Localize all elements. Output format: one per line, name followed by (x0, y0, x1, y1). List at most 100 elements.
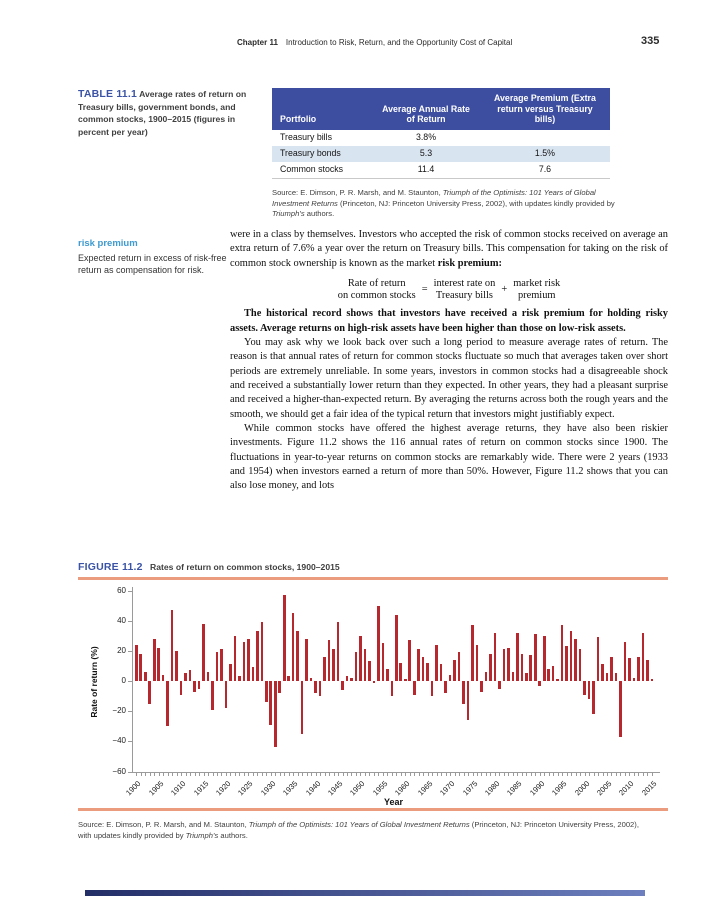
x-tick (557, 773, 559, 776)
bar (444, 681, 447, 694)
equation-line: on common stocks (337, 289, 416, 301)
bar (327, 640, 331, 681)
bar (359, 635, 362, 681)
source-book-title: Triumph of the Optimists: 101 Years of G… (272, 188, 596, 208)
y-axis-label: Rate of return (%) (89, 645, 99, 718)
bar (206, 671, 210, 681)
bar (336, 622, 340, 681)
x-tick (248, 773, 250, 776)
bar (641, 632, 645, 681)
bar (484, 671, 488, 681)
bar (538, 681, 542, 686)
x-tick (463, 773, 465, 776)
bar (408, 640, 412, 681)
table-row: Treasury bonds 5.3 1.5% (272, 145, 610, 162)
bar (287, 676, 290, 681)
x-tick (364, 773, 366, 776)
bar (197, 681, 201, 689)
x-tick-label: 2015 (639, 779, 659, 798)
x-tick (257, 773, 259, 776)
x-tick (436, 773, 438, 776)
x-tick (221, 773, 223, 776)
bar (650, 679, 654, 681)
cell-premium: 1.5% (479, 145, 610, 162)
bar (421, 656, 425, 681)
x-tick (414, 773, 416, 776)
bar (601, 664, 604, 681)
bar (453, 659, 456, 681)
x-tick (468, 773, 470, 776)
bar (305, 638, 308, 681)
x-tick (584, 773, 586, 776)
x-tick (472, 773, 474, 776)
cell-rate: 11.4 (372, 161, 480, 179)
x-tick (145, 773, 147, 776)
bar (139, 653, 143, 681)
bar (242, 641, 246, 681)
x-tick (485, 773, 487, 776)
bar (143, 671, 147, 681)
bar (516, 632, 519, 681)
x-tick (526, 773, 528, 776)
y-tick-label: −40 (112, 736, 126, 746)
x-tick (602, 773, 604, 776)
bar (238, 676, 241, 681)
x-tick (611, 773, 613, 776)
col-header-premium: Average Premium (Extra return versus Tre… (479, 88, 610, 130)
x-tick-label: 2000 (572, 779, 591, 798)
source-text: (Princeton, NJ: Princeton University Pre… (337, 198, 615, 208)
bar (399, 662, 403, 681)
y-tick (128, 620, 132, 622)
bar (556, 679, 559, 681)
x-tick-label: 1995 (550, 779, 569, 798)
bar (457, 652, 461, 681)
bar (260, 622, 264, 681)
x-tick (252, 773, 254, 776)
bar (520, 653, 524, 681)
bar (560, 625, 564, 681)
paragraph: While common stocks have offered the hig… (230, 422, 668, 492)
bar (265, 681, 268, 703)
bar (637, 656, 640, 681)
x-tick (450, 773, 452, 776)
table-row: Common stocks 11.4 7.6 (272, 161, 610, 179)
x-tick-label: 1915 (191, 779, 210, 798)
figure-caption: FIGURE 11.2 Rates of return on common st… (78, 561, 638, 573)
x-tick (270, 773, 272, 776)
bar (480, 681, 483, 692)
x-tick (293, 773, 295, 776)
bar (592, 681, 595, 715)
x-tick (503, 773, 505, 776)
bar (493, 632, 497, 681)
x-tick (199, 773, 201, 776)
bottom-accent-bar (85, 890, 645, 896)
y-tick-label: 0 (121, 676, 126, 685)
bar (341, 681, 344, 691)
bar (551, 665, 555, 681)
bar (152, 638, 156, 681)
x-tick (562, 773, 564, 776)
x-tick (418, 773, 420, 776)
x-tick (261, 773, 263, 776)
x-tick-label: 1950 (348, 779, 367, 798)
col-header-portfolio: Portfolio (272, 88, 373, 130)
x-tick (154, 773, 156, 776)
x-tick (615, 773, 617, 776)
x-tick (490, 773, 492, 776)
bar (251, 667, 255, 681)
x-tick (575, 773, 577, 776)
bar (345, 676, 349, 681)
x-tick (279, 773, 281, 776)
x-tick (441, 773, 443, 776)
x-tick-label: 2005 (595, 779, 614, 798)
x-tick (521, 773, 523, 776)
equation-line: market risk (513, 278, 561, 290)
bar (574, 638, 577, 681)
bar (157, 647, 160, 681)
x-tick (158, 773, 160, 776)
bar (525, 673, 528, 681)
bar (291, 613, 295, 681)
x-tick (606, 773, 608, 776)
x-tick (589, 773, 591, 776)
